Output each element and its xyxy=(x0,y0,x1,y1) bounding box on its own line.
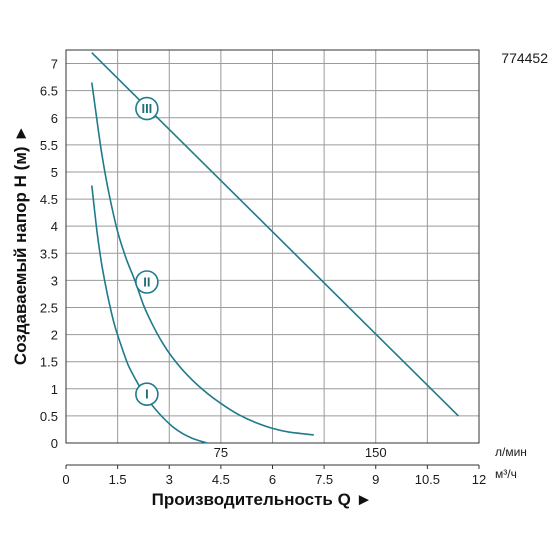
primary-unit-label: м³/ч xyxy=(495,467,517,481)
x-tick-label: 12 xyxy=(472,472,486,487)
x-tick-label: 6 xyxy=(269,472,276,487)
y-tick-label: 1 xyxy=(51,382,58,397)
curve-badge-i xyxy=(135,382,159,407)
y-tick-label: 0.5 xyxy=(40,409,58,424)
y-tick-label: 1.5 xyxy=(40,355,58,370)
y-tick-label: 5 xyxy=(51,165,58,180)
x-tick-label: 0 xyxy=(62,472,69,487)
y-tick-labels: 0 0.5 1 1.5 2 2.5 3 3.5 4 4.5 5 5.5 6 6.5 7 xyxy=(40,57,58,451)
x-tick-label: 7.5 xyxy=(315,472,333,487)
x-tick-label: 10.5 xyxy=(415,472,440,487)
secondary-tick-label: 150 xyxy=(365,445,387,460)
curve-i xyxy=(91,185,208,444)
x-tick-label: 9 xyxy=(372,472,379,487)
curve-badge-ii xyxy=(135,270,159,294)
y-tick-label: 4.5 xyxy=(40,192,58,207)
secondary-axis: 75 150 xyxy=(214,445,387,460)
y-tick-label: 0 xyxy=(51,436,58,451)
y-tick-label: 2 xyxy=(51,328,58,343)
curve-badge-label-i: I xyxy=(145,387,149,402)
y-tick-label: 6.5 xyxy=(40,84,58,99)
secondary-unit-label: л/мин xyxy=(495,445,527,459)
plot-area-frame xyxy=(65,49,480,444)
grid-lines xyxy=(66,50,479,443)
x-tick-label: 3 xyxy=(166,472,173,487)
y-tick-label: 6 xyxy=(51,111,58,126)
curve-badge-label-ii: II xyxy=(143,275,150,290)
y-tick-label: 2.5 xyxy=(40,300,58,315)
curve-badge-label-iii: III xyxy=(141,101,152,116)
curve-ii xyxy=(91,82,314,436)
y-tick-label: 4 xyxy=(51,219,58,234)
x-tick-labels: 0 1.5 3 4.5 6 7.5 9 10.5 12 xyxy=(62,464,486,487)
y-tick-label: 7 xyxy=(51,57,58,72)
y-axis-title: Создаваемый напор H (м) ► xyxy=(11,125,30,365)
y-tick-label: 5.5 xyxy=(40,138,58,153)
x-axis-title: Производительность Q ► xyxy=(152,490,373,509)
curve-badge-iii xyxy=(135,96,159,121)
y-tick-label: 3.5 xyxy=(40,246,58,261)
x-tick-label: 1.5 xyxy=(109,472,127,487)
figure-code: 774452 xyxy=(501,50,548,66)
x-tick-label: 4.5 xyxy=(212,472,230,487)
secondary-tick-label: 75 xyxy=(214,445,228,460)
y-tick-label: 3 xyxy=(51,273,58,288)
